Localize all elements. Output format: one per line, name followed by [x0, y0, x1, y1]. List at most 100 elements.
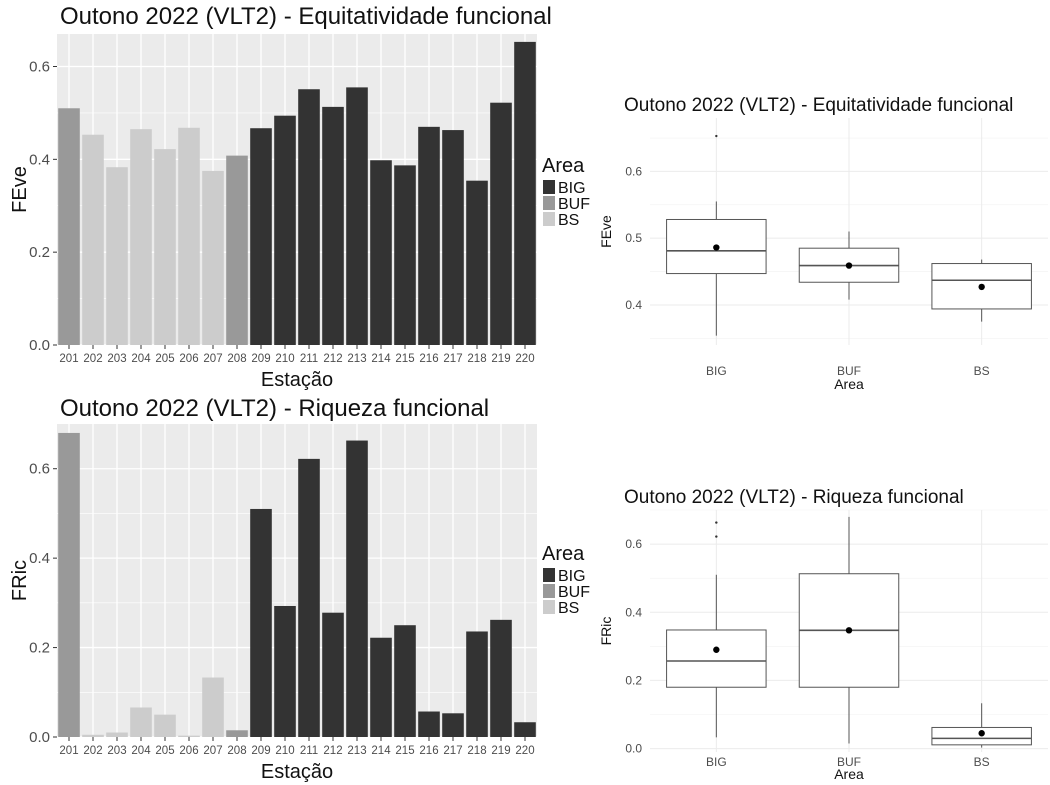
y-tick-label: 0.0: [625, 742, 642, 756]
x-tick-label: 213: [347, 353, 366, 365]
bar-chart-bar_feve: 0.0 0.2 0.4 0.6 201 202 203 204 205 206 207 208 209 2…: [9, 3, 590, 391]
chart-title: Outono 2022 (VLT2) - Equitatividade func…: [624, 95, 1013, 116]
x-tick-label: 208: [227, 745, 246, 757]
bar-216: [418, 126, 440, 346]
legend-label-big: BIG: [558, 568, 586, 585]
x-tick-label: 210: [275, 353, 294, 365]
mean-point: [978, 730, 985, 737]
y-tick-label: 0.0: [29, 729, 50, 746]
chart-title: Outono 2022 (VLT2) - Equitatividade func…: [60, 3, 552, 30]
bar-220: [514, 41, 536, 345]
x-tick-label: BUF: [837, 364, 861, 378]
x-tick-label: 209: [251, 353, 270, 365]
bar-213: [346, 87, 368, 345]
bar-201: [58, 108, 80, 346]
x-tick-label: 218: [467, 353, 486, 365]
y-axis-label: FRic: [9, 560, 31, 601]
legend-swatch-buf: [543, 196, 555, 210]
bar-219: [490, 102, 512, 345]
x-tick-label: 214: [371, 353, 391, 365]
x-tick-label: 210: [275, 745, 294, 757]
outlier-point: [715, 521, 718, 524]
x-tick-label: 219: [491, 745, 510, 757]
x-tick-label: 220: [515, 353, 534, 365]
mean-point: [845, 627, 853, 634]
x-tick-label: BS: [974, 755, 990, 769]
x-tick-label: 211: [300, 353, 318, 365]
x-tick-label: 203: [107, 353, 126, 365]
x-tick-label: 202: [83, 745, 102, 757]
bar-204: [130, 707, 152, 737]
y-tick-label: 0.2: [29, 640, 50, 657]
bar-215: [394, 165, 416, 345]
bar-202: [82, 134, 104, 345]
x-axis-label: Estação: [261, 369, 333, 391]
x-tick-label: 204: [131, 745, 151, 757]
bar-213: [346, 440, 368, 737]
x-tick-label: 211: [300, 745, 318, 757]
x-tick-label: 207: [203, 353, 222, 365]
bar-207: [202, 677, 224, 737]
box-big: [666, 521, 767, 738]
bar-204: [130, 129, 152, 345]
y-tick-label: 0.0: [29, 337, 50, 354]
bar-203: [106, 732, 128, 737]
iqr-box: [666, 629, 767, 688]
x-tick-label: BUF: [837, 755, 861, 769]
mean-point: [845, 262, 853, 269]
legend-label-big: BIG: [558, 180, 586, 197]
x-tick-label: 216: [419, 353, 438, 365]
bar-208: [226, 155, 248, 345]
box-chart-box_fric: 0.0 0.2 0.4 0.6 BIG BUF BS Outono 2022 (VLT2) -…: [598, 487, 1048, 782]
legend-title: Area: [542, 543, 585, 565]
x-tick-label: 206: [179, 353, 198, 365]
bar-212: [322, 612, 344, 737]
y-tick-label: 0.2: [29, 244, 50, 261]
y-tick-label: 0.4: [625, 605, 642, 619]
bar-205: [154, 714, 176, 737]
bar-207: [202, 170, 224, 345]
x-tick-label: 204: [131, 353, 151, 365]
legend-label-buf: BUF: [558, 196, 590, 213]
x-tick-label: 205: [155, 353, 174, 365]
x-tick-label: 217: [443, 745, 462, 757]
y-axis-label: FEve: [598, 215, 614, 248]
x-tick-label: 218: [467, 745, 486, 757]
bar-216: [418, 711, 440, 737]
x-tick-label: 208: [227, 353, 246, 365]
bar-219: [490, 619, 512, 737]
mean-point: [713, 244, 720, 251]
legend-swatch-bs: [543, 600, 555, 614]
legend-swatch-big: [543, 180, 555, 194]
bar-209: [250, 128, 272, 345]
box-bs: [931, 703, 1032, 748]
x-tick-label: 217: [443, 353, 462, 365]
y-axis-label: FRic: [598, 617, 614, 646]
y-axis-label: FEve: [9, 166, 31, 213]
box-bs: [931, 259, 1032, 322]
legend-label-buf: BUF: [558, 584, 590, 601]
bar-220: [514, 722, 536, 737]
bar-217: [442, 130, 464, 345]
y-tick-label: 0.2: [625, 673, 642, 687]
x-tick-label: 212: [323, 353, 342, 365]
bar-210: [274, 115, 296, 345]
bar-202: [82, 734, 104, 737]
y-tick-label: 0.6: [29, 58, 50, 75]
bar-211: [298, 458, 320, 737]
y-tick-label: 0.4: [29, 550, 50, 567]
x-tick-label: 216: [419, 745, 438, 757]
y-tick-label: 0.4: [625, 298, 642, 312]
x-tick-label: 201: [59, 745, 78, 757]
x-tick-label: 205: [155, 745, 174, 757]
bar-201: [58, 432, 80, 737]
x-tick-label: 206: [179, 745, 198, 757]
y-tick-label: 0.5: [625, 231, 642, 245]
bar-chart-bar_fric: 0.0 0.2 0.4 0.6 201 202 203 204 205 206 207 208 209 2…: [9, 395, 590, 783]
mean-point: [713, 646, 720, 653]
legend-label-bs: BS: [558, 212, 579, 229]
x-tick-label: 215: [395, 353, 414, 365]
x-tick-label: 214: [371, 745, 391, 757]
